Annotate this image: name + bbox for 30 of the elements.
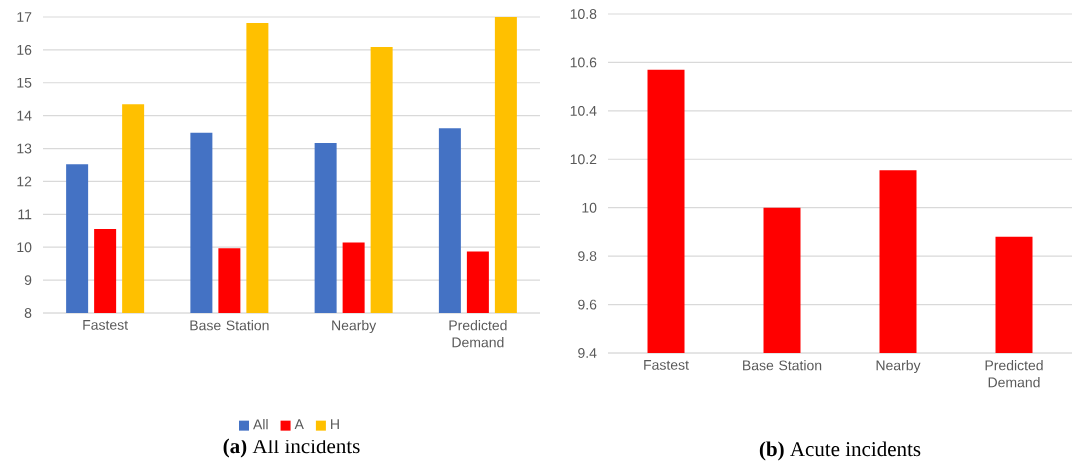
x-tick-label: Nearby — [332, 320, 377, 334]
y-tick-label: 9 — [24, 275, 32, 285]
legend-label: H — [331, 419, 339, 429]
y-tick-label: 9.8 — [578, 251, 597, 262]
y-tick-label: 9.6 — [578, 299, 597, 310]
y-tick-label: 9.4 — [578, 347, 597, 358]
x-tick-label: Nearby — [876, 360, 921, 374]
legend-label: All — [253, 419, 268, 430]
legend-label: A — [294, 419, 304, 429]
y-tick-label: 10 — [17, 242, 32, 253]
x-tick-label: Predicted Demand — [985, 360, 1043, 388]
y-tick-label: 10.4 — [570, 105, 597, 116]
x-tick-label: Fastest — [83, 320, 128, 330]
y-tick-label: 10.6 — [570, 57, 597, 68]
y-tick-label: 10 — [582, 202, 597, 213]
y-tick-label: 10.8 — [570, 8, 597, 19]
x-tick-label: Base Station — [743, 360, 822, 371]
text: (b) Acute incidents — [759, 441, 921, 461]
y-tick-label: 14 — [17, 110, 32, 121]
y-tick-label: 10.2 — [570, 154, 597, 165]
y-tick-label: 8 — [24, 307, 32, 318]
y-tick-label: 11 — [18, 209, 32, 220]
y-tick-label: 15 — [17, 77, 32, 88]
y-tick-label: 12 — [17, 176, 32, 187]
y-tick-label: 16 — [17, 44, 32, 55]
x-tick-label: Predicted Demand — [449, 320, 507, 348]
x-tick-label: Base Station — [190, 320, 269, 331]
x-tick-label: Fastest — [644, 360, 689, 370]
y-tick-label: 17 — [17, 12, 32, 22]
y-tick-label: 13 — [17, 143, 32, 154]
